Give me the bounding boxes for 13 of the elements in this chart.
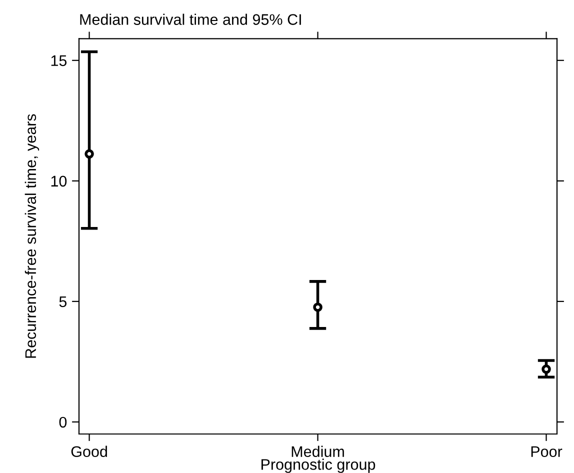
y-tick-label: 0	[59, 416, 67, 428]
x-tick-label: Good	[71, 446, 107, 458]
point	[84, 149, 94, 159]
x-axis-title: Prognostic group	[262, 458, 376, 473]
x-tick-label: Poor	[531, 446, 562, 458]
y-tick-label: 10	[51, 176, 67, 187]
y-tick-label: 5	[59, 296, 67, 308]
point	[542, 364, 551, 374]
point	[313, 302, 322, 312]
x-tick-label: Medium	[292, 446, 344, 458]
chart-title: Median survival time and 95% CI	[80, 14, 301, 25]
y-tick-label: 15	[51, 55, 67, 66]
y-axis-title: Recurrence-free survival time, years	[24, 114, 40, 358]
